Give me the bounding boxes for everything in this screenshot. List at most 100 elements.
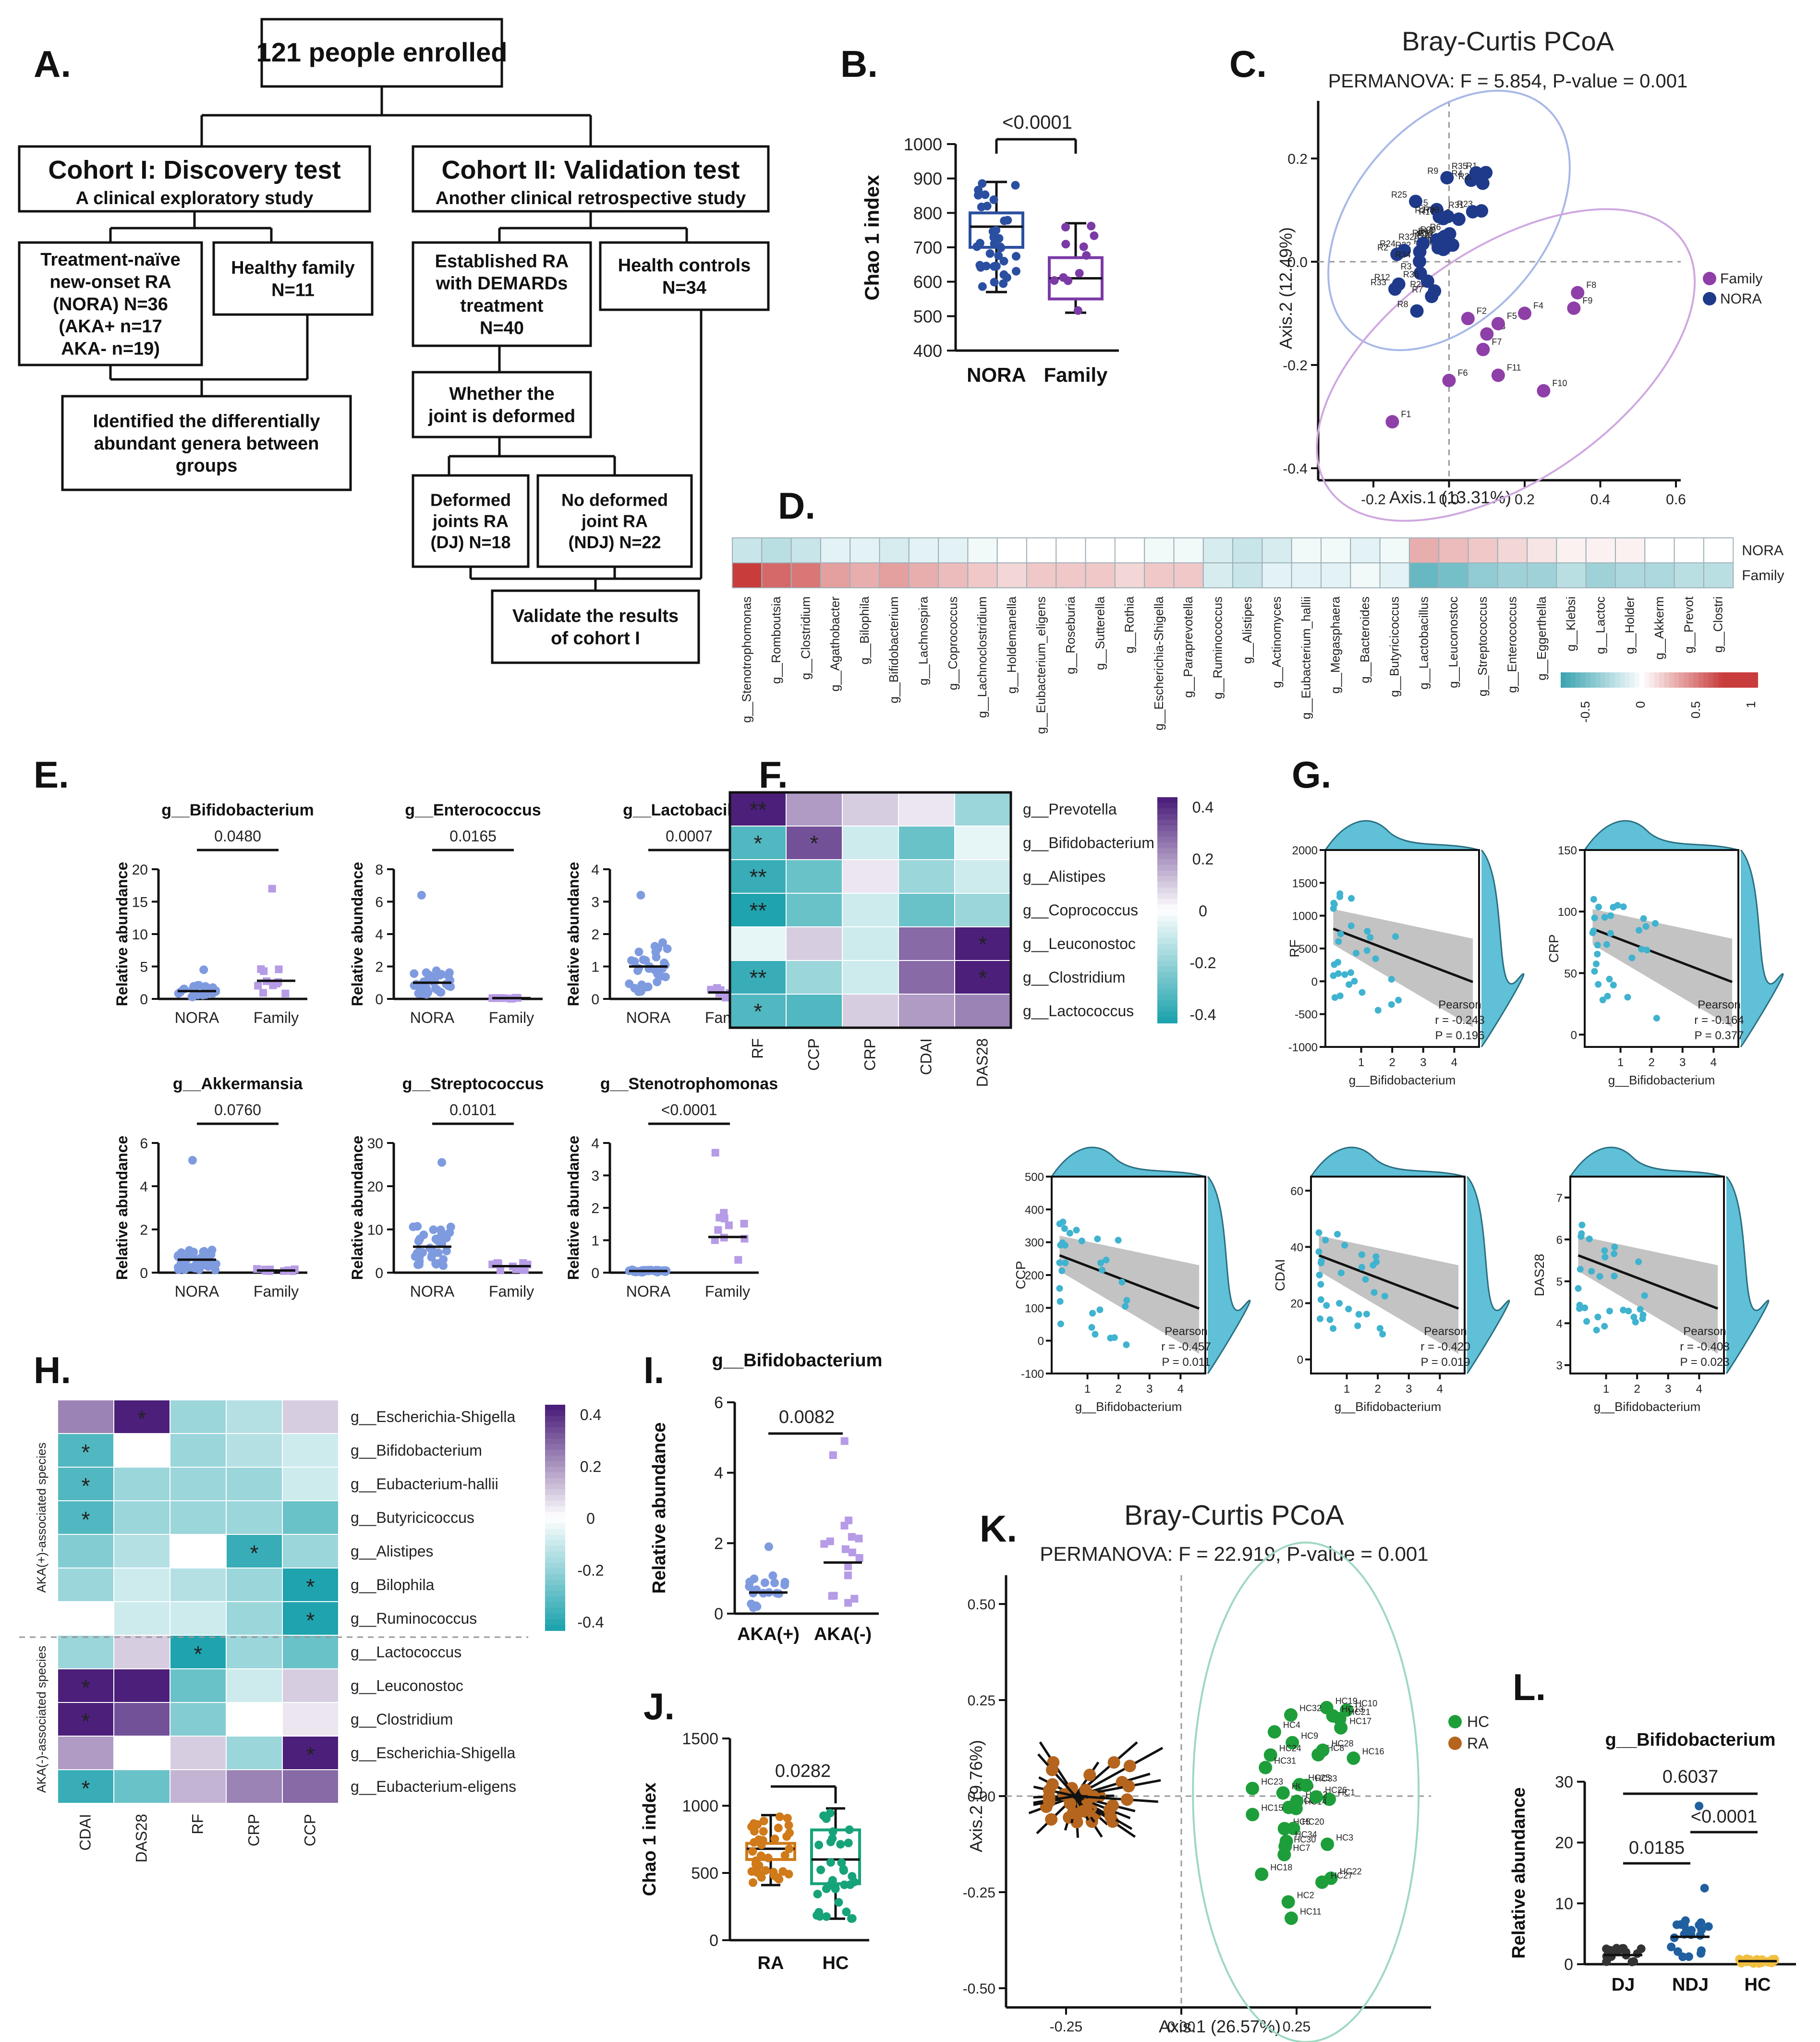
e-title: g__Bifidobacterium [161, 801, 314, 819]
e-point [436, 988, 445, 997]
g-point [1635, 927, 1642, 934]
h-scale-cell [545, 1523, 565, 1530]
c-legend-family: Family [1720, 271, 1762, 287]
f-scale-tick: -0.4 [1189, 1006, 1216, 1023]
e-tick-label: 2 [591, 927, 599, 943]
e-point [211, 1259, 220, 1268]
b-point [1012, 267, 1021, 276]
d-scale-cell [1669, 672, 1674, 688]
b-tick-label: 1000 [904, 134, 942, 154]
d-scale-cell [1639, 672, 1645, 688]
d-scale-cell [1674, 672, 1679, 688]
d-cell-family [938, 562, 969, 588]
d-scale-tick: 1 [1744, 701, 1758, 708]
panel-label-k: K. [980, 1507, 1017, 1550]
k-hc-point [1284, 1708, 1298, 1722]
k-tick-label: 0.50 [968, 1597, 995, 1613]
l-tick-label: 0 [1564, 1956, 1573, 1974]
b-point [974, 185, 983, 194]
e-point [419, 1230, 428, 1240]
l-point [1696, 1949, 1705, 1958]
g-p: P = 0.011 [1162, 1356, 1210, 1369]
c-tick-label: -0.2 [1283, 358, 1308, 374]
e-point [720, 1215, 728, 1223]
c-tick-label: 0.0 [1439, 492, 1459, 508]
d-scale-cell [1570, 672, 1576, 688]
d-scale-cell [1723, 672, 1729, 688]
g-tick-label: 50 [1564, 967, 1577, 980]
i-point [841, 1545, 849, 1553]
d-cell-nora [1703, 537, 1734, 563]
h-cell [282, 1433, 339, 1468]
h-cell [226, 1668, 283, 1703]
e-ylabel: Relative abundance [349, 1136, 366, 1280]
d-genus-label: g__Akkerm [1652, 596, 1666, 660]
c-nora-point [1476, 176, 1490, 190]
i-point [848, 1548, 856, 1556]
j-point [785, 1844, 794, 1853]
g-point [1576, 1301, 1583, 1309]
g-point [1593, 1326, 1600, 1334]
d-scale-cell [1752, 672, 1758, 688]
d-cell-nora [879, 537, 910, 563]
f-scale-cell [1157, 865, 1177, 871]
g-point [1317, 1281, 1324, 1288]
g-point [1099, 1266, 1106, 1274]
g-fit-line [1059, 1254, 1200, 1310]
c-xlabel: Axis.1 (13.31%) [1389, 487, 1511, 507]
g-point [1359, 989, 1366, 996]
e-tick-label: 4 [140, 1179, 148, 1195]
g-stat: Pearson [1698, 998, 1740, 1011]
validate-box [491, 589, 700, 664]
d-cell-nora [1262, 537, 1292, 563]
b-ylabel: Chao 1 index [861, 175, 883, 301]
h-cell [170, 1668, 227, 1703]
c-nora-point [1410, 304, 1424, 318]
g-ci-band [1592, 909, 1733, 1027]
f-scale-cell [1157, 966, 1177, 973]
f-scale-cell [1157, 1011, 1177, 1018]
g-point [1601, 1247, 1608, 1254]
j-point [828, 1880, 837, 1889]
c-point-label: F2 [1477, 306, 1487, 316]
e-point [725, 1221, 733, 1229]
d-scale-cell [1605, 672, 1611, 688]
g-ylabel: RF [1287, 939, 1302, 957]
c-point-label: R30 [1423, 205, 1439, 215]
h-scale-tick: -0.4 [577, 1614, 604, 1631]
h-cell [57, 1601, 114, 1636]
c-tick-label: 0.0 [1287, 255, 1308, 270]
f-cell [786, 994, 843, 1028]
h-star: * [194, 1641, 203, 1666]
d-genus-label: g__Eggerthella [1534, 596, 1549, 680]
d-cell-family [1321, 562, 1351, 588]
g-ylabel: CCP [1013, 1261, 1028, 1289]
i-point [764, 1542, 773, 1551]
d-scale-cell [1629, 672, 1635, 688]
h-cell [226, 1433, 283, 1468]
g-tick-label: 2000 [1292, 844, 1318, 857]
i-point [752, 1601, 761, 1610]
e-tick-label: 20 [132, 862, 148, 878]
k-tick-label: -0.25 [1050, 2019, 1082, 2035]
e-tick-label: 2 [375, 960, 383, 975]
d-genus-label: g__Streptococcus [1475, 596, 1490, 696]
g-point [1376, 1325, 1383, 1332]
e-point [651, 948, 660, 957]
i-point [760, 1578, 769, 1587]
k-point-label: HC33 [1315, 1774, 1337, 1784]
f-frame [728, 791, 1012, 1029]
c-family-point [1385, 415, 1399, 429]
f-scale-cell [1157, 955, 1177, 961]
f-scale-cell [1157, 915, 1177, 922]
c-point-label: R36 [1403, 270, 1419, 280]
h-cell [113, 1736, 170, 1770]
g-density-top [1310, 1146, 1465, 1178]
f-row-label: g__Bifidobacterium [1023, 834, 1154, 851]
j-point [778, 1867, 788, 1876]
g-tick-label: 4 [1437, 1383, 1443, 1396]
g-point [1057, 1320, 1064, 1327]
i-group-label: AKA(+) [737, 1624, 800, 1644]
h-row-label: g__Clostridium [351, 1711, 453, 1728]
e-point [195, 1265, 204, 1274]
